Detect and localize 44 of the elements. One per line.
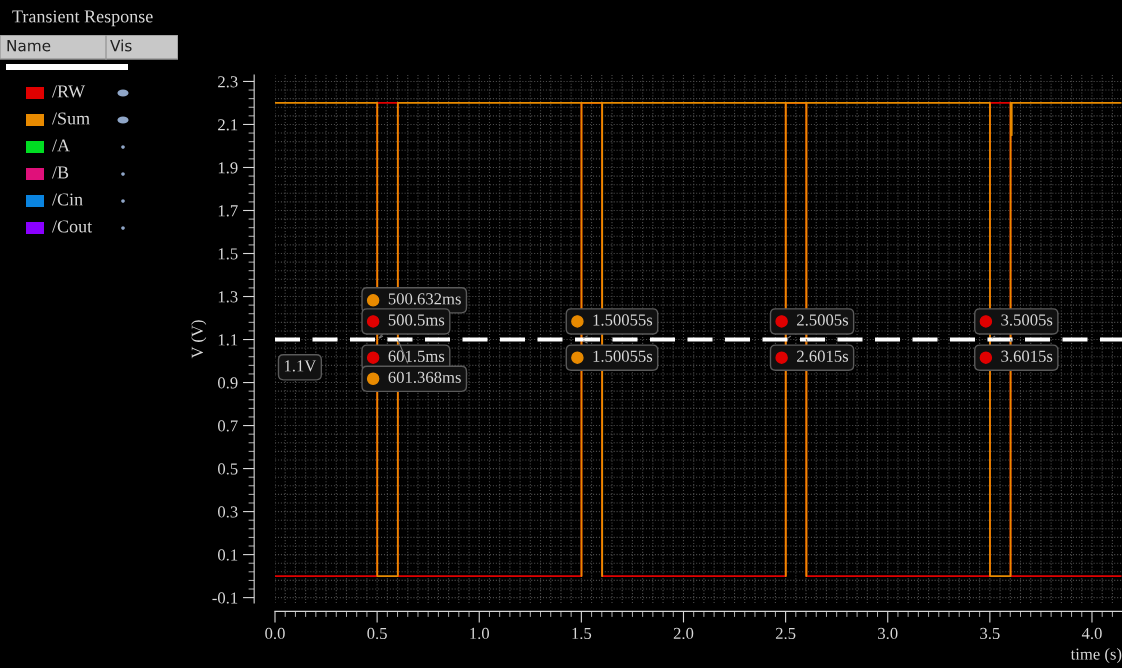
- y-tick-label: -0.1: [212, 592, 238, 604]
- annotation: 500.5ms: [388, 314, 445, 326]
- legend-label: /Cout: [52, 220, 93, 233]
- x-axis-title: time (s): [1070, 647, 1122, 664]
- ref-line-label: 1.1V: [284, 360, 317, 372]
- y-tick-label: 1.9: [218, 162, 238, 174]
- x-tick-label: 2.0: [673, 627, 694, 640]
- legend-label: /B: [52, 166, 69, 179]
- legend-label: /Sum: [52, 112, 90, 125]
- annotation: 500.632ms: [388, 293, 461, 305]
- text: Vis: [110, 39, 132, 52]
- annotation: 1.50055s: [593, 314, 653, 326]
- y-tick-label: 1.7: [218, 205, 238, 217]
- legend-label: /RW: [52, 85, 86, 98]
- x-tick-label: 4.0: [1081, 627, 1102, 640]
- x-tick-label: 3.0: [878, 627, 898, 640]
- y-tick-label: 2.1: [218, 119, 238, 131]
- y-tick-label: 1.5: [218, 248, 238, 260]
- x-tick-label: 1.0: [470, 627, 490, 640]
- text: Name: [7, 40, 51, 52]
- annotation: 2.6015s: [797, 350, 849, 362]
- y-tick-label: 0.7: [218, 420, 238, 432]
- y-tick-label: 0.9: [218, 377, 238, 389]
- legend-label: /Cin: [52, 193, 83, 206]
- y-tick-label: 0.3: [218, 506, 238, 518]
- x-tick-label: 3.5: [980, 627, 1000, 640]
- text: Transient Response: [12, 10, 153, 27]
- x-tick-label: 0.0: [265, 627, 285, 640]
- annotation: 601.5ms: [388, 350, 445, 362]
- annotation: 2.5005s: [797, 314, 849, 326]
- y-tick-label: 0.5: [218, 463, 238, 475]
- legend-label: /A: [52, 139, 70, 152]
- y-tick-label: 1.3: [218, 291, 238, 303]
- x-tick-label: 2.5: [775, 627, 796, 640]
- annotation: 3.5005s: [1001, 314, 1053, 326]
- x-tick-label: 1.5: [572, 627, 592, 640]
- annotation: 1.50055s: [593, 350, 653, 362]
- y-tick-label: 0.1: [218, 549, 238, 561]
- y-tick-label: 1.1: [218, 334, 238, 346]
- annotation: 3.6015s: [1001, 350, 1053, 362]
- x-tick-label: 0.5: [367, 627, 387, 640]
- annotation: 601.368ms: [388, 371, 461, 384]
- y-axis-title: V (V): [191, 320, 207, 359]
- y-tick-label: 2.3: [218, 76, 238, 88]
